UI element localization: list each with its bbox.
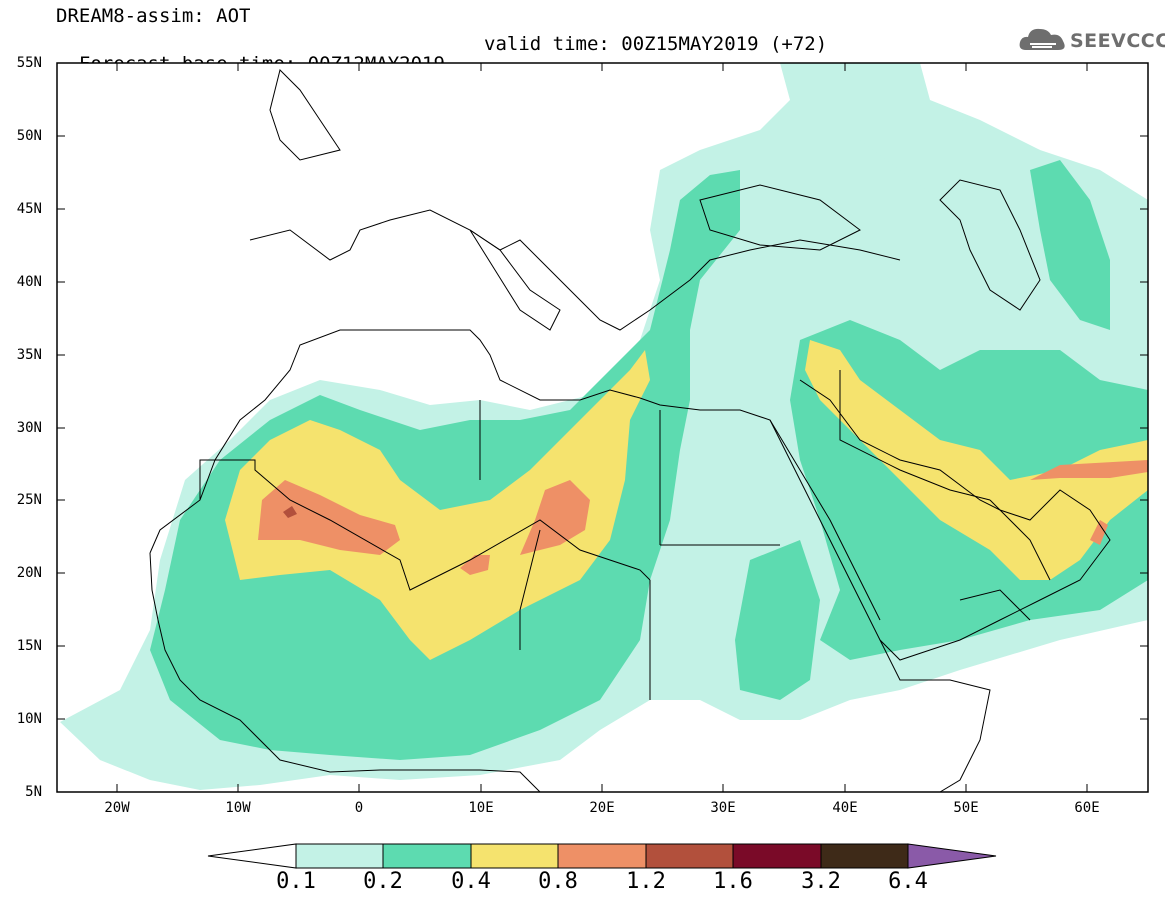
coastlines — [149, 69, 1111, 792]
colorbar-label-0.8: 0.8 — [538, 869, 578, 894]
lon-label-20e: 20E — [589, 800, 615, 816]
aot-level-0.8-chad — [460, 555, 490, 575]
cloud-logo-icon — [1019, 28, 1065, 50]
axis-ticks — [57, 62, 1148, 792]
seevccc-logo: SEEVCCC — [1018, 24, 1165, 56]
europe-coast — [249, 209, 901, 331]
aot-level-0.1-north — [800, 70, 1148, 340]
chart-title: DREAM8-assim: AOT — [56, 5, 251, 27]
black-sea — [699, 184, 861, 251]
aot-fields — [60, 63, 1148, 790]
colorbar-label-1.2: 1.2 — [626, 869, 666, 894]
lon-label-60e: 60E — [1074, 800, 1100, 816]
aot-level-0.2 — [150, 170, 740, 760]
colorbar-label-1.6: 1.6 — [713, 869, 753, 894]
colorbar-label-0.1: 0.1 — [276, 869, 316, 894]
italy — [469, 229, 561, 331]
valid-time-label: valid time: 00Z15MAY2019 (+72) — [484, 33, 828, 55]
lat-label-30n: 30N — [16, 420, 42, 436]
aot-level-1.2 — [283, 506, 297, 518]
colorbar-label-3.2: 3.2 — [801, 869, 841, 894]
lon-label-10w: 10W — [225, 800, 251, 816]
aot-level-0.8-gulf — [1030, 460, 1148, 480]
logo-label: SEEVCCC — [1070, 30, 1165, 52]
lat-label-20n: 20N — [16, 565, 42, 581]
aot-level-0.2-caspian — [1030, 160, 1110, 330]
aot-level-0.4 — [225, 350, 650, 660]
caspian-sea — [939, 179, 1041, 311]
colorbar-label-0.4: 0.4 — [451, 869, 491, 894]
lon-label-50e: 50E — [953, 800, 979, 816]
arabia-coast — [799, 379, 1111, 661]
country-borders — [199, 370, 1051, 700]
africa-coast — [149, 329, 991, 792]
colorbar-label-0.2: 0.2 — [363, 869, 403, 894]
colorbar-label-6.4: 6.4 — [888, 869, 928, 894]
lon-label-30e: 30E — [710, 800, 736, 816]
lat-label-15n: 15N — [16, 638, 42, 654]
aot-level-0.2-nile — [735, 540, 820, 700]
lon-label-0: 0 — [354, 800, 364, 816]
lon-label-20w: 20W — [104, 800, 130, 816]
aot-level-0.8-oman — [1090, 520, 1108, 545]
lon-label-40e: 40E — [832, 800, 858, 816]
aot-level-0.8-west — [258, 480, 400, 555]
lat-label-35n: 35N — [16, 347, 42, 363]
aot-level-0.8-central — [520, 480, 590, 555]
lat-label-55n: 55N — [16, 55, 42, 71]
lat-label-10n: 10N — [16, 711, 42, 727]
lon-label-10e: 10E — [468, 800, 494, 816]
britain — [269, 69, 341, 161]
lat-label-40n: 40N — [16, 274, 42, 290]
lat-label-50n: 50N — [16, 128, 42, 144]
red-sea — [769, 419, 881, 621]
lat-label-25n: 25N — [16, 492, 42, 508]
lat-label-5n: 5N — [25, 784, 42, 800]
west-africa-coast — [149, 552, 541, 792]
aot-level-0.4-arabia — [805, 340, 1148, 580]
lat-label-45n: 45N — [16, 201, 42, 217]
